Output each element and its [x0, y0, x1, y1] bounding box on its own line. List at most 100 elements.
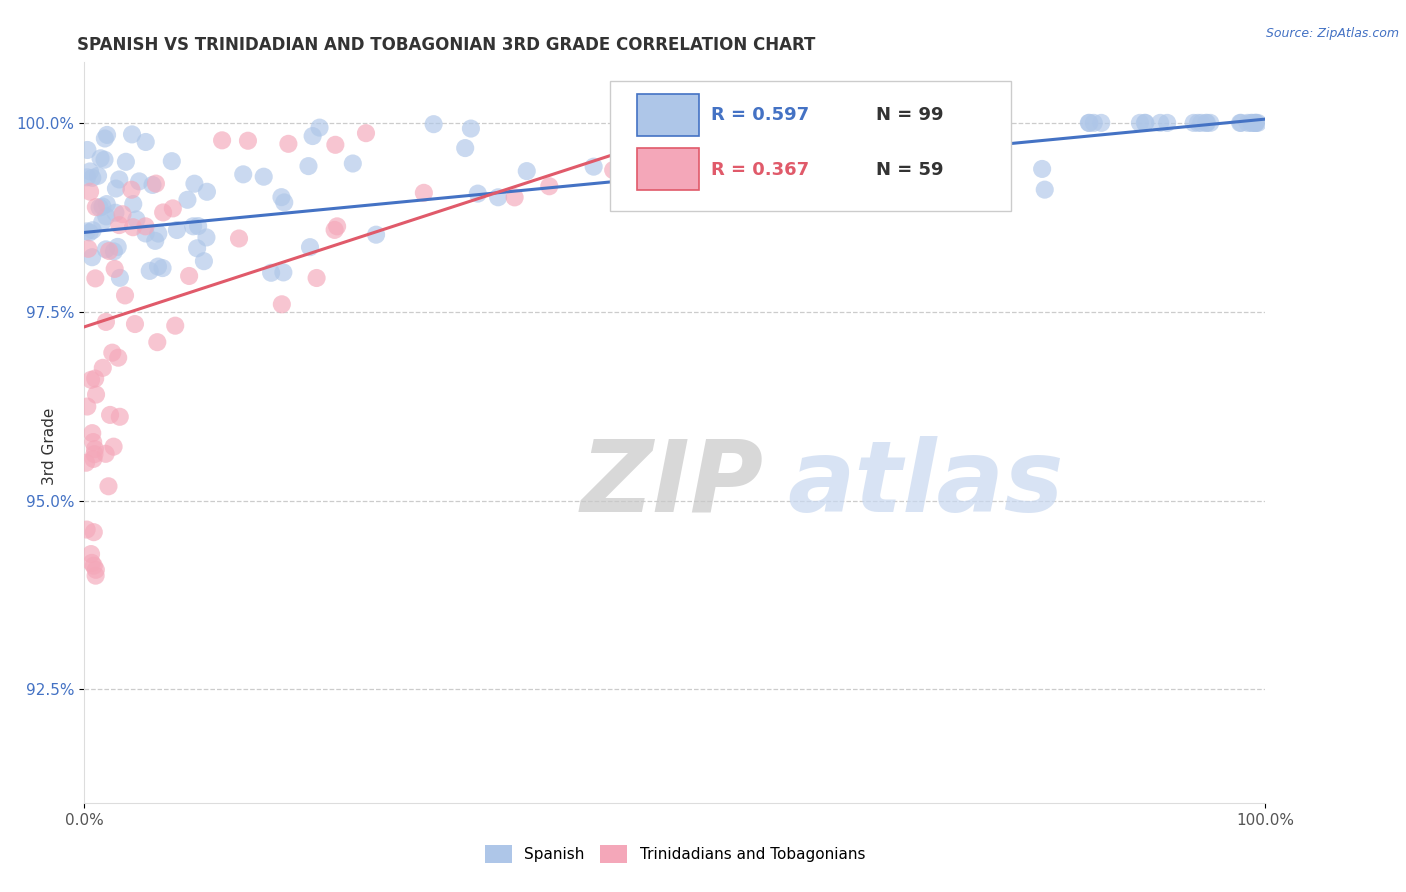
Point	[94, 447, 117, 461]
Point	[76, 170, 98, 185]
Point	[125, 212, 148, 227]
Point	[1133, 116, 1156, 130]
Text: N = 59: N = 59	[876, 161, 943, 178]
Point	[323, 223, 346, 237]
Point	[82, 170, 104, 185]
Point	[176, 193, 198, 207]
Point	[1189, 116, 1212, 130]
Point	[162, 202, 184, 216]
Point	[297, 159, 319, 173]
Point	[1195, 116, 1218, 130]
Point	[1236, 116, 1258, 130]
Text: N = 99: N = 99	[876, 106, 943, 124]
Point	[124, 317, 146, 331]
Point	[80, 547, 103, 561]
Point	[84, 568, 107, 582]
Point	[139, 264, 162, 278]
Point	[1230, 116, 1253, 130]
Point	[82, 250, 104, 264]
Point	[128, 174, 150, 188]
Point	[146, 335, 169, 350]
Point	[1244, 116, 1267, 130]
Point	[305, 271, 328, 285]
Point	[211, 133, 233, 147]
Point	[146, 260, 169, 274]
Point	[104, 261, 127, 276]
Point	[82, 451, 104, 466]
Point	[1135, 116, 1157, 130]
Point	[354, 126, 377, 140]
Point	[538, 179, 561, 194]
Text: atlas: atlas	[787, 436, 1063, 533]
Point	[160, 154, 183, 169]
Point	[325, 137, 347, 152]
Text: R = 0.597: R = 0.597	[711, 106, 810, 124]
Point	[121, 128, 143, 142]
Point	[193, 254, 215, 268]
Point	[1090, 116, 1112, 130]
FancyBboxPatch shape	[610, 81, 1011, 211]
Point	[582, 160, 605, 174]
Point	[93, 153, 115, 167]
Point	[270, 297, 292, 311]
Point	[187, 219, 209, 233]
Point	[101, 345, 124, 359]
Point	[91, 360, 114, 375]
Point	[460, 121, 482, 136]
Point	[454, 141, 477, 155]
Point	[273, 265, 295, 279]
Point	[84, 271, 107, 285]
Point	[260, 266, 283, 280]
Point	[79, 164, 101, 178]
Point	[82, 435, 104, 450]
Text: 3rd Grade: 3rd Grade	[42, 408, 56, 484]
Point	[96, 210, 118, 224]
Point	[90, 151, 112, 165]
Point	[1077, 116, 1099, 130]
Point	[145, 177, 167, 191]
Point	[195, 230, 218, 244]
Point	[103, 440, 125, 454]
Point	[253, 169, 276, 184]
Point	[1244, 116, 1267, 130]
Point	[412, 186, 434, 200]
Point	[141, 178, 163, 192]
Point	[96, 128, 118, 142]
Point	[846, 144, 869, 158]
Point	[97, 479, 120, 493]
Point	[1187, 116, 1209, 130]
Point	[270, 190, 292, 204]
Point	[107, 240, 129, 254]
Point	[134, 219, 156, 234]
Point	[108, 270, 131, 285]
Point	[228, 231, 250, 245]
Point	[98, 244, 121, 258]
Point	[236, 134, 259, 148]
Point	[83, 525, 105, 540]
Point	[76, 523, 98, 537]
Point	[84, 387, 107, 401]
Point	[1078, 116, 1101, 130]
Point	[75, 456, 97, 470]
Point	[467, 186, 489, 201]
Point	[1240, 116, 1263, 130]
Point	[186, 241, 208, 255]
Point	[516, 164, 538, 178]
Point	[143, 234, 166, 248]
Point	[135, 227, 157, 241]
Point	[87, 169, 110, 183]
FancyBboxPatch shape	[637, 95, 699, 136]
Point	[89, 201, 111, 215]
Point	[79, 226, 101, 240]
Point	[301, 129, 323, 144]
Point	[135, 135, 157, 149]
Point	[181, 219, 204, 234]
Text: Source: ZipAtlas.com: Source: ZipAtlas.com	[1265, 27, 1399, 40]
Point	[94, 131, 117, 145]
Point	[108, 218, 131, 232]
Point	[111, 207, 134, 221]
Point	[94, 243, 117, 257]
Point	[91, 215, 114, 229]
Point	[80, 373, 103, 387]
Point	[602, 163, 624, 178]
